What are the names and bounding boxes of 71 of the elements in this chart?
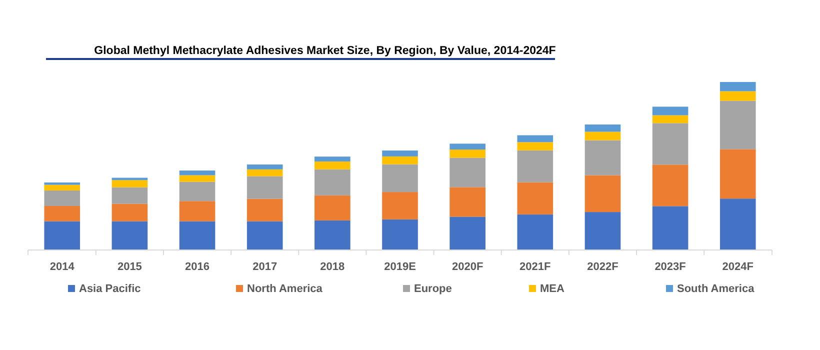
bar [652,164,688,206]
x-tick-label: 2022F [587,261,619,273]
bar [382,150,418,156]
x-tick-label: 2019E [384,261,416,273]
x-tick-label: 2015 [117,261,142,273]
bar [44,190,80,206]
bar [382,164,418,192]
bar [584,140,621,176]
bar [584,132,621,140]
bar [314,161,350,170]
legend-label: MEA [540,283,564,295]
bar [720,198,756,250]
x-tick-label: 2023F [654,261,686,273]
bar [382,219,418,250]
legend-label: North America [247,283,324,295]
bar [246,198,283,222]
bar [179,182,216,202]
bar [450,187,486,217]
bar [246,169,283,176]
bar [517,142,554,150]
legend-label: Europe [414,283,452,295]
bar [246,221,283,250]
bar [517,135,554,142]
x-tick-label: 2018 [320,261,345,273]
bar [450,144,486,150]
bar [314,195,350,220]
bar [652,123,688,165]
x-tick-label: 2021F [520,261,552,273]
bar [450,158,486,188]
bar [450,216,486,250]
bar [246,176,283,199]
bar [179,221,216,250]
bar [44,206,80,222]
bar [517,182,554,214]
bar [517,150,554,182]
bar [44,182,80,185]
legend-label: Asia Pacific [79,283,141,295]
x-tick-label: 2020F [452,261,484,273]
x-tick-label: 2017 [252,261,278,273]
bar [584,212,621,250]
bar [720,149,756,199]
bar [450,150,486,158]
bar [179,201,216,222]
bar [44,184,80,191]
bar [720,91,756,101]
legend-label: South America [677,283,756,295]
x-tick-label: 2016 [185,261,210,273]
bar [584,124,621,132]
bar [382,156,418,164]
bar [652,206,688,250]
bar [314,169,350,196]
chart-title: Global Methyl Methacrylate Adhesives Market Size, By Region, By Value, 2014-2024F [94,45,556,57]
bar [517,214,554,250]
bar [314,156,350,162]
bar [584,175,621,212]
x-tick-label: 2014 [50,261,76,273]
bar [112,221,148,250]
x-tick-label: 2024F [722,261,754,273]
bar [179,175,216,182]
bar [382,192,418,220]
bar [44,221,80,250]
bar [314,220,350,250]
bar [720,82,756,92]
bar [112,180,148,188]
bar [720,100,756,150]
bar [652,115,688,124]
bar [246,164,283,170]
bar [112,187,148,204]
bar [112,204,148,222]
bar [652,106,688,116]
bar [179,170,216,176]
